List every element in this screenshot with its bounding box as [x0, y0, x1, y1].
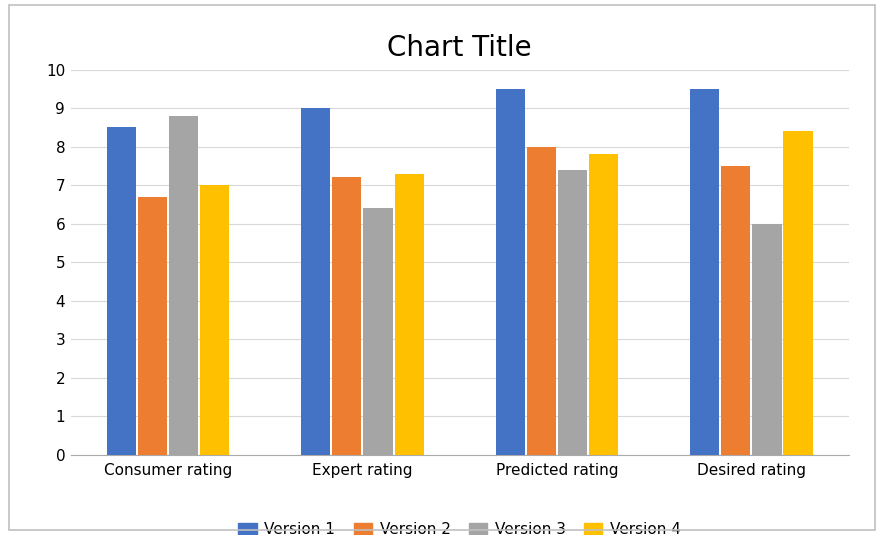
Bar [363, 208, 392, 455]
Bar [496, 89, 525, 455]
Bar [721, 166, 751, 455]
Bar [301, 108, 331, 455]
Bar [752, 224, 781, 455]
Bar [138, 197, 167, 455]
Bar [783, 131, 812, 455]
Legend: Version 1, Version 2, Version 3, Version 4: Version 1, Version 2, Version 3, Version… [232, 516, 687, 535]
Bar [690, 89, 720, 455]
Bar [558, 170, 587, 455]
Bar [589, 154, 618, 455]
Bar [200, 185, 229, 455]
Bar [527, 147, 556, 455]
Title: Chart Title: Chart Title [387, 34, 532, 62]
Bar [332, 178, 362, 455]
Bar [107, 127, 136, 455]
Bar [394, 173, 423, 455]
Bar [169, 116, 198, 455]
